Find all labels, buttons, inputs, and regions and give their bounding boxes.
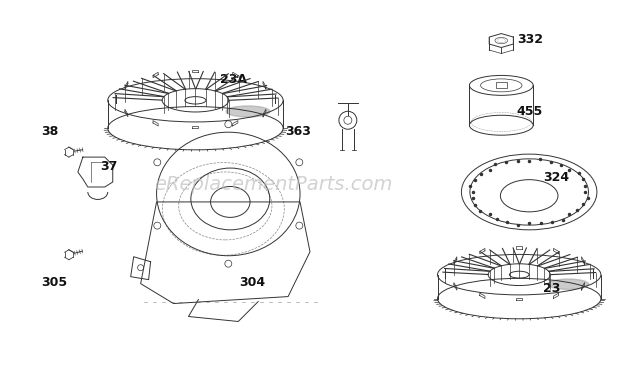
Text: 332: 332: [517, 33, 543, 46]
Text: 324: 324: [544, 171, 570, 184]
Text: 23: 23: [544, 282, 561, 295]
Text: 37: 37: [100, 160, 117, 173]
Text: 455: 455: [517, 105, 543, 118]
Text: 305: 305: [42, 276, 68, 289]
Text: 38: 38: [42, 125, 58, 138]
Ellipse shape: [226, 106, 270, 117]
Text: 23A: 23A: [221, 74, 247, 87]
Text: eReplacementParts.com: eReplacementParts.com: [154, 175, 392, 195]
Text: 304: 304: [239, 276, 265, 289]
Text: 363: 363: [285, 125, 311, 138]
Ellipse shape: [548, 279, 588, 289]
Bar: [495, 83, 507, 88]
